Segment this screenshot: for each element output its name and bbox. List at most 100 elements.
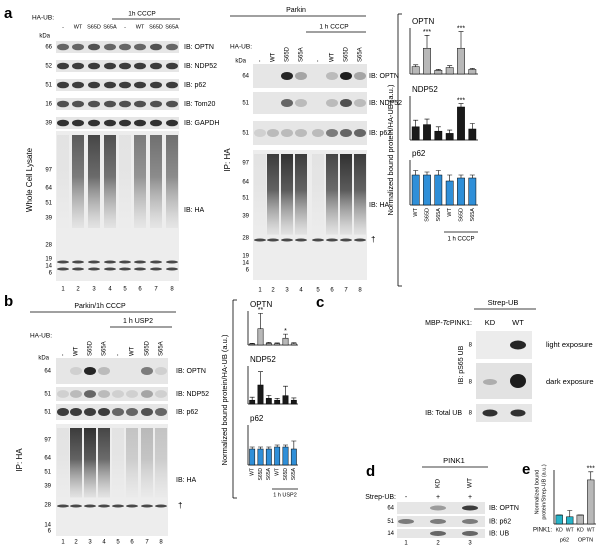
bar	[282, 446, 289, 466]
lane-number: 3	[468, 541, 472, 546]
band	[98, 367, 110, 375]
lane-label: -	[124, 24, 126, 30]
lane-number: 5	[116, 540, 120, 546]
bar	[566, 516, 574, 525]
band	[295, 129, 307, 137]
lane-number: 8	[358, 288, 362, 294]
smear	[312, 154, 324, 235]
band	[126, 390, 138, 398]
smear	[84, 428, 96, 498]
band	[340, 72, 352, 80]
band	[141, 367, 153, 375]
kda-marker: 39	[45, 121, 52, 127]
band	[98, 390, 110, 398]
label: S65A	[299, 47, 305, 62]
significance: **	[258, 307, 264, 314]
band	[150, 267, 162, 271]
band	[150, 62, 162, 70]
x-tick-label: KD	[577, 527, 584, 533]
bar	[468, 177, 477, 206]
band	[150, 119, 162, 127]
lane-number: 5	[123, 287, 127, 293]
kda-marker: 64	[242, 180, 249, 186]
side-label: Whole Cell Lysate	[25, 147, 34, 212]
header: 1h CCCP	[128, 11, 155, 18]
kda-marker: 51	[387, 519, 394, 525]
lane-label: WT	[467, 478, 474, 488]
label: IB: p62	[369, 130, 391, 137]
bar	[257, 384, 264, 405]
lane-label: S65D	[87, 24, 101, 30]
lane-label: WT	[136, 24, 145, 30]
band	[462, 505, 478, 511]
bar	[423, 124, 431, 141]
band	[126, 367, 138, 375]
header: 1 h USP2	[123, 318, 153, 325]
band	[104, 119, 116, 127]
smear	[104, 135, 116, 228]
label: IB: HA	[184, 207, 205, 214]
lane-number: 8	[159, 540, 163, 546]
kda-marker: 19	[242, 254, 249, 260]
bar	[274, 399, 281, 405]
group-label: OPTN	[578, 537, 593, 543]
band	[72, 81, 84, 89]
blot	[56, 60, 179, 72]
error-bar	[249, 396, 255, 401]
band	[57, 43, 69, 51]
blot	[56, 79, 179, 91]
kda-marker: 28	[44, 503, 51, 509]
bar	[457, 177, 465, 206]
smear	[340, 154, 352, 235]
bar	[423, 174, 431, 206]
band	[326, 129, 338, 137]
lane-number: 4	[108, 287, 112, 293]
error-bar	[469, 123, 475, 129]
band	[312, 72, 324, 80]
side-label: IB: pS65 UB	[458, 345, 465, 384]
band	[510, 374, 526, 388]
kda-marker: 51	[45, 83, 52, 89]
error-bar	[447, 65, 453, 68]
band	[57, 81, 69, 89]
y-axis-label: Normalized bound protein/HA-UB (a.u.)	[386, 84, 395, 215]
band	[295, 238, 307, 242]
band	[326, 238, 338, 242]
band	[354, 99, 366, 107]
error-bar	[469, 174, 475, 178]
bar	[468, 128, 477, 141]
error-bar	[291, 397, 297, 401]
bar	[445, 180, 454, 206]
significance: ***	[457, 98, 465, 105]
band	[166, 267, 178, 271]
bar	[265, 398, 272, 405]
band	[430, 531, 446, 536]
x-tick-label: S65D	[458, 208, 464, 222]
band	[88, 267, 100, 271]
x-tick-label: S65D	[283, 468, 289, 481]
label: kDa	[235, 59, 246, 65]
band	[112, 504, 124, 508]
band	[510, 340, 526, 350]
exposure-label: light exposure	[546, 340, 593, 349]
x-axis-label: PINK1:	[533, 528, 552, 534]
lane-number: 2	[271, 288, 275, 294]
bar	[290, 343, 297, 346]
label: S65D	[145, 340, 151, 356]
kda-marker: 14	[45, 264, 52, 270]
lane-label: WT	[74, 24, 83, 30]
label: kDa	[39, 34, 50, 40]
smear	[295, 154, 307, 235]
bar	[282, 395, 289, 405]
smear	[254, 154, 266, 235]
label: WT	[330, 52, 336, 62]
subplot-title: NDP52	[412, 85, 438, 94]
smear	[98, 428, 110, 498]
band	[119, 119, 131, 127]
smear	[70, 428, 82, 498]
kda-marker: 97	[44, 438, 51, 444]
bar	[434, 130, 443, 141]
lane-label: S65D	[149, 24, 163, 30]
pink1-label: MBP-TcPINK1:	[425, 320, 472, 327]
kda-marker: 14	[242, 261, 249, 267]
